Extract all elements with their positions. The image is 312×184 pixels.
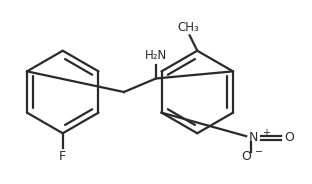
Text: O: O	[284, 132, 294, 144]
Text: O: O	[241, 150, 251, 162]
Text: −: −	[255, 147, 263, 157]
Text: F: F	[59, 150, 66, 162]
Text: +: +	[262, 128, 271, 139]
Text: H₂N: H₂N	[145, 49, 167, 62]
Text: N: N	[249, 132, 259, 144]
Text: CH₃: CH₃	[177, 21, 199, 34]
